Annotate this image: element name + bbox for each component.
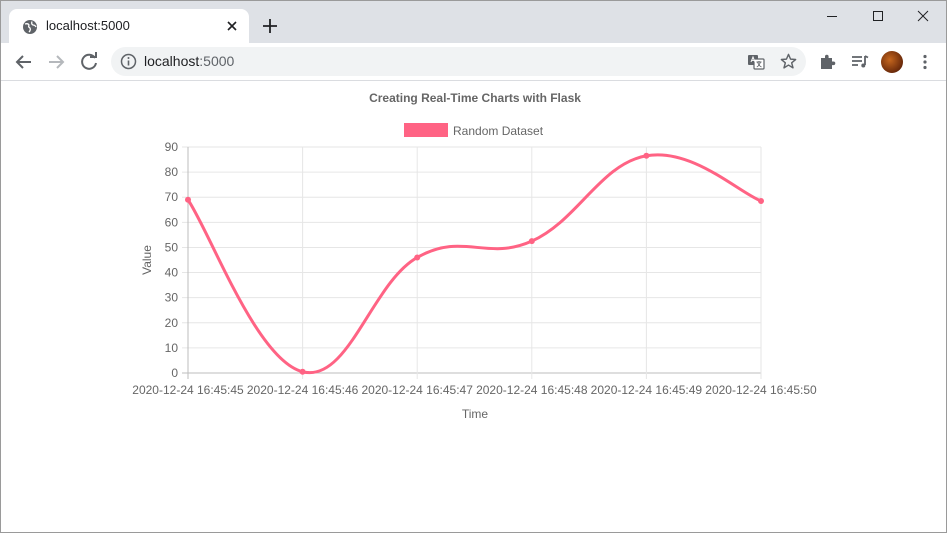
y-tick-label: 70 <box>165 190 179 204</box>
data-point[interactable] <box>528 238 535 245</box>
arrow-right-icon[interactable] <box>44 50 68 74</box>
address-bar[interactable]: localhost:5000 <box>111 47 806 76</box>
url-host: localhost <box>144 53 200 69</box>
data-point[interactable] <box>643 152 650 159</box>
avatar[interactable] <box>881 51 903 73</box>
x-tick-label: 2020-12-24 16:45:47 <box>361 383 473 397</box>
x-tick-label: 2020-12-24 16:45:46 <box>247 383 359 397</box>
tab-strip: localhost:5000 <box>1 1 946 43</box>
plus-icon[interactable] <box>260 16 280 36</box>
reload-icon[interactable] <box>77 50 101 74</box>
kebab-menu-icon[interactable] <box>915 52 935 72</box>
chart-grid <box>182 146 762 379</box>
globe-icon <box>23 20 37 34</box>
info-icon[interactable] <box>120 53 137 70</box>
chart-series <box>185 152 764 375</box>
puzzle-icon[interactable] <box>818 52 838 72</box>
data-point[interactable] <box>414 254 421 261</box>
arrow-left-icon[interactable] <box>12 50 36 74</box>
minimize-icon[interactable] <box>809 1 855 33</box>
url-port: :5000 <box>199 53 235 69</box>
y-tick-label: 30 <box>165 291 179 305</box>
star-icon[interactable] <box>779 52 798 71</box>
chart-legend[interactable]: Random Dataset <box>404 123 544 138</box>
chart-title: Creating Real-Time Charts with Flask <box>369 91 581 105</box>
y-tick-label: 80 <box>165 165 179 179</box>
data-point[interactable] <box>758 197 764 204</box>
legend-swatch <box>404 123 448 137</box>
page-content: Creating Real-Time Charts with Flask Ran… <box>1 81 946 532</box>
url-text[interactable]: localhost:5000 <box>144 53 234 69</box>
y-tick-label: 20 <box>165 316 179 330</box>
tab-title: localhost:5000 <box>46 18 130 33</box>
x-tick-label: 2020-12-24 16:45:50 <box>705 383 817 397</box>
translate-icon[interactable] <box>747 53 765 71</box>
line-chart: Creating Real-Time Charts with Flask Ran… <box>132 91 817 421</box>
legend-label: Random Dataset <box>453 124 544 138</box>
series-line <box>186 153 762 375</box>
y-axis-label: Value <box>140 245 154 275</box>
window-close-icon[interactable] <box>900 1 946 33</box>
x-tick-label: 2020-12-24 16:45:49 <box>591 383 703 397</box>
media-queue-icon[interactable] <box>850 52 870 72</box>
y-tick-label: 60 <box>165 215 179 229</box>
browser-tab[interactable]: localhost:5000 <box>9 9 249 43</box>
x-tick-label: 2020-12-24 16:45:45 <box>132 383 244 397</box>
x-axis: 2020-12-24 16:45:45 2020-12-24 16:45:46 20… <box>132 383 817 397</box>
data-point[interactable] <box>299 368 306 375</box>
x-axis-label: Time <box>462 407 489 421</box>
y-tick-label: 40 <box>165 266 179 280</box>
y-axis: 0 10 20 30 40 50 60 70 80 90 <box>165 140 179 380</box>
data-point[interactable] <box>185 196 191 203</box>
y-tick-label: 90 <box>165 140 179 154</box>
x-tick-label: 2020-12-24 16:45:48 <box>476 383 588 397</box>
y-tick-label: 10 <box>165 341 179 355</box>
browser-toolbar: localhost:5000 <box>1 43 946 81</box>
y-tick-label: 50 <box>165 240 179 254</box>
maximize-icon[interactable] <box>855 1 901 33</box>
y-tick-label: 0 <box>171 366 178 380</box>
close-icon[interactable] <box>223 17 241 35</box>
